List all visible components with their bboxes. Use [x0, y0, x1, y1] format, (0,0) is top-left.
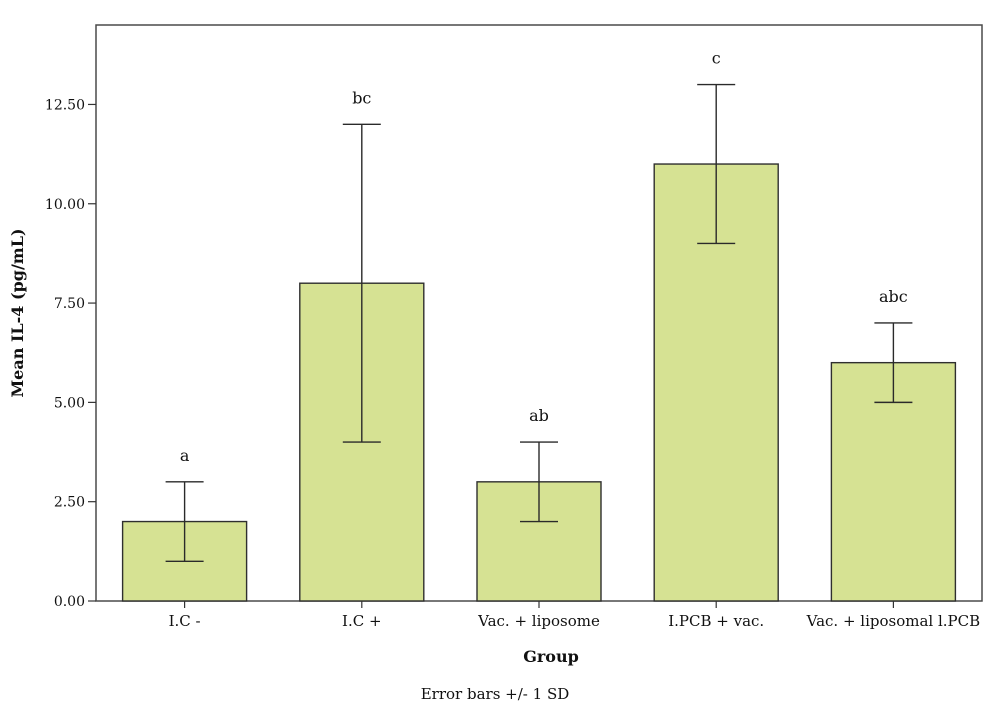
error-bars-footnote: Error bars +/- 1 SD — [421, 685, 570, 703]
y-tick-label: 7.50 — [54, 296, 85, 312]
significance-label: c — [712, 49, 721, 68]
x-axis: I.C - I.C + Vac. + liposome I.PCB + vac. Vac… — [169, 601, 981, 630]
y-tick-label: 10.00 — [45, 197, 85, 213]
significance-label: a — [180, 446, 190, 465]
x-tick-label: I.C - — [169, 612, 201, 630]
x-tick-label: I.C + — [342, 612, 382, 630]
y-axis: 0.00 2.50 5.00 7.50 10.00 12.50 — [45, 97, 96, 610]
y-tick-label: 5.00 — [54, 395, 85, 411]
y-axis-title: Mean IL-4 (pg/mL) — [8, 228, 27, 397]
significance-label: abc — [879, 287, 908, 306]
x-tick-label: I.PCB + vac. — [668, 612, 764, 630]
x-tick-label: Vac. + liposome — [477, 612, 600, 630]
error-bars-group — [165, 83, 913, 562]
significance-label: ab — [529, 406, 549, 425]
y-tick-label: 0.00 — [54, 594, 85, 610]
y-tick-label: 12.50 — [45, 97, 85, 113]
significance-label: bc — [352, 88, 371, 107]
x-axis-title: Group — [523, 647, 579, 666]
y-tick-label: 2.50 — [54, 495, 85, 511]
x-tick-label: Vac. + liposomal l.PCB — [806, 612, 981, 630]
